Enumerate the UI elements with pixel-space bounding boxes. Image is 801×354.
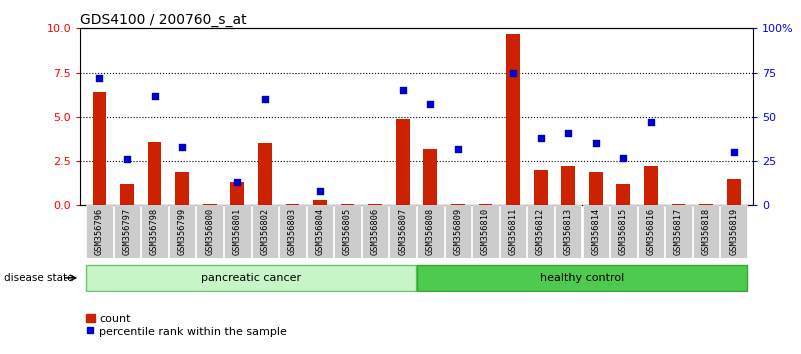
Point <box>452 146 465 152</box>
Text: GSM356815: GSM356815 <box>619 208 628 255</box>
FancyBboxPatch shape <box>196 205 223 258</box>
Text: GSM356816: GSM356816 <box>646 208 655 255</box>
FancyBboxPatch shape <box>280 205 306 258</box>
FancyBboxPatch shape <box>638 205 664 258</box>
Text: GSM356817: GSM356817 <box>674 208 683 255</box>
Point <box>396 87 409 93</box>
Bar <box>617 184 630 205</box>
Bar <box>396 119 409 205</box>
Text: GSM356802: GSM356802 <box>260 208 269 255</box>
Text: healthy control: healthy control <box>540 273 624 283</box>
Text: GSM356811: GSM356811 <box>509 208 517 255</box>
FancyBboxPatch shape <box>445 205 471 258</box>
FancyBboxPatch shape <box>527 205 553 258</box>
Bar <box>258 143 272 205</box>
Text: GSM356796: GSM356796 <box>95 208 104 255</box>
Point <box>175 144 188 150</box>
Text: GSM356812: GSM356812 <box>536 208 545 255</box>
FancyBboxPatch shape <box>720 205 747 258</box>
Bar <box>92 92 107 205</box>
Point <box>590 141 602 146</box>
Bar <box>231 182 244 205</box>
Point <box>506 70 519 75</box>
Text: pancreatic cancer: pancreatic cancer <box>201 273 301 283</box>
Bar <box>147 142 162 205</box>
Text: GSM356813: GSM356813 <box>564 208 573 255</box>
Bar <box>533 170 548 205</box>
Text: disease state: disease state <box>4 273 74 283</box>
Point <box>259 96 272 102</box>
FancyBboxPatch shape <box>473 205 499 258</box>
FancyBboxPatch shape <box>417 205 444 258</box>
Text: GSM356818: GSM356818 <box>702 208 710 255</box>
FancyBboxPatch shape <box>666 205 692 258</box>
FancyBboxPatch shape <box>555 205 582 258</box>
Point <box>645 119 658 125</box>
Point <box>231 179 244 185</box>
Text: GSM356805: GSM356805 <box>343 208 352 255</box>
Text: GSM356801: GSM356801 <box>233 208 242 255</box>
Bar <box>313 200 327 205</box>
Legend: count, percentile rank within the sample: count, percentile rank within the sample <box>86 314 287 337</box>
FancyBboxPatch shape <box>87 265 416 291</box>
Text: GSM356803: GSM356803 <box>288 208 297 255</box>
FancyBboxPatch shape <box>114 205 140 258</box>
FancyBboxPatch shape <box>582 205 609 258</box>
Point <box>617 155 630 160</box>
Bar <box>424 149 437 205</box>
Text: GSM356809: GSM356809 <box>453 208 462 255</box>
Text: GSM356799: GSM356799 <box>178 208 187 255</box>
Point <box>314 188 327 194</box>
FancyBboxPatch shape <box>334 205 360 258</box>
FancyBboxPatch shape <box>169 205 195 258</box>
FancyBboxPatch shape <box>389 205 416 258</box>
Bar <box>506 34 520 205</box>
Point <box>562 130 574 136</box>
FancyBboxPatch shape <box>362 205 388 258</box>
Text: GSM356819: GSM356819 <box>729 208 739 255</box>
Point <box>121 156 134 162</box>
Text: GSM356804: GSM356804 <box>316 208 324 255</box>
FancyBboxPatch shape <box>141 205 167 258</box>
Text: GSM356814: GSM356814 <box>591 208 600 255</box>
FancyBboxPatch shape <box>87 205 113 258</box>
Text: GSM356810: GSM356810 <box>481 208 490 255</box>
Text: GSM356808: GSM356808 <box>426 208 435 255</box>
Bar <box>727 179 741 205</box>
Bar <box>589 172 602 205</box>
Point <box>424 102 437 107</box>
Text: GDS4100 / 200760_s_at: GDS4100 / 200760_s_at <box>80 13 247 27</box>
Text: GSM356807: GSM356807 <box>398 208 407 255</box>
Text: GSM356798: GSM356798 <box>150 208 159 255</box>
Text: GSM356806: GSM356806 <box>371 208 380 255</box>
Point <box>148 93 161 98</box>
FancyBboxPatch shape <box>500 205 526 258</box>
Point <box>534 135 547 141</box>
Bar <box>175 172 189 205</box>
Text: GSM356797: GSM356797 <box>123 208 131 255</box>
Point <box>93 75 106 81</box>
Bar <box>562 166 575 205</box>
Bar <box>120 184 134 205</box>
FancyBboxPatch shape <box>610 205 637 258</box>
FancyBboxPatch shape <box>252 205 278 258</box>
Bar <box>644 166 658 205</box>
FancyBboxPatch shape <box>693 205 719 258</box>
FancyBboxPatch shape <box>224 205 251 258</box>
Point <box>727 149 740 155</box>
FancyBboxPatch shape <box>417 265 747 291</box>
Text: GSM356800: GSM356800 <box>205 208 214 255</box>
FancyBboxPatch shape <box>307 205 333 258</box>
